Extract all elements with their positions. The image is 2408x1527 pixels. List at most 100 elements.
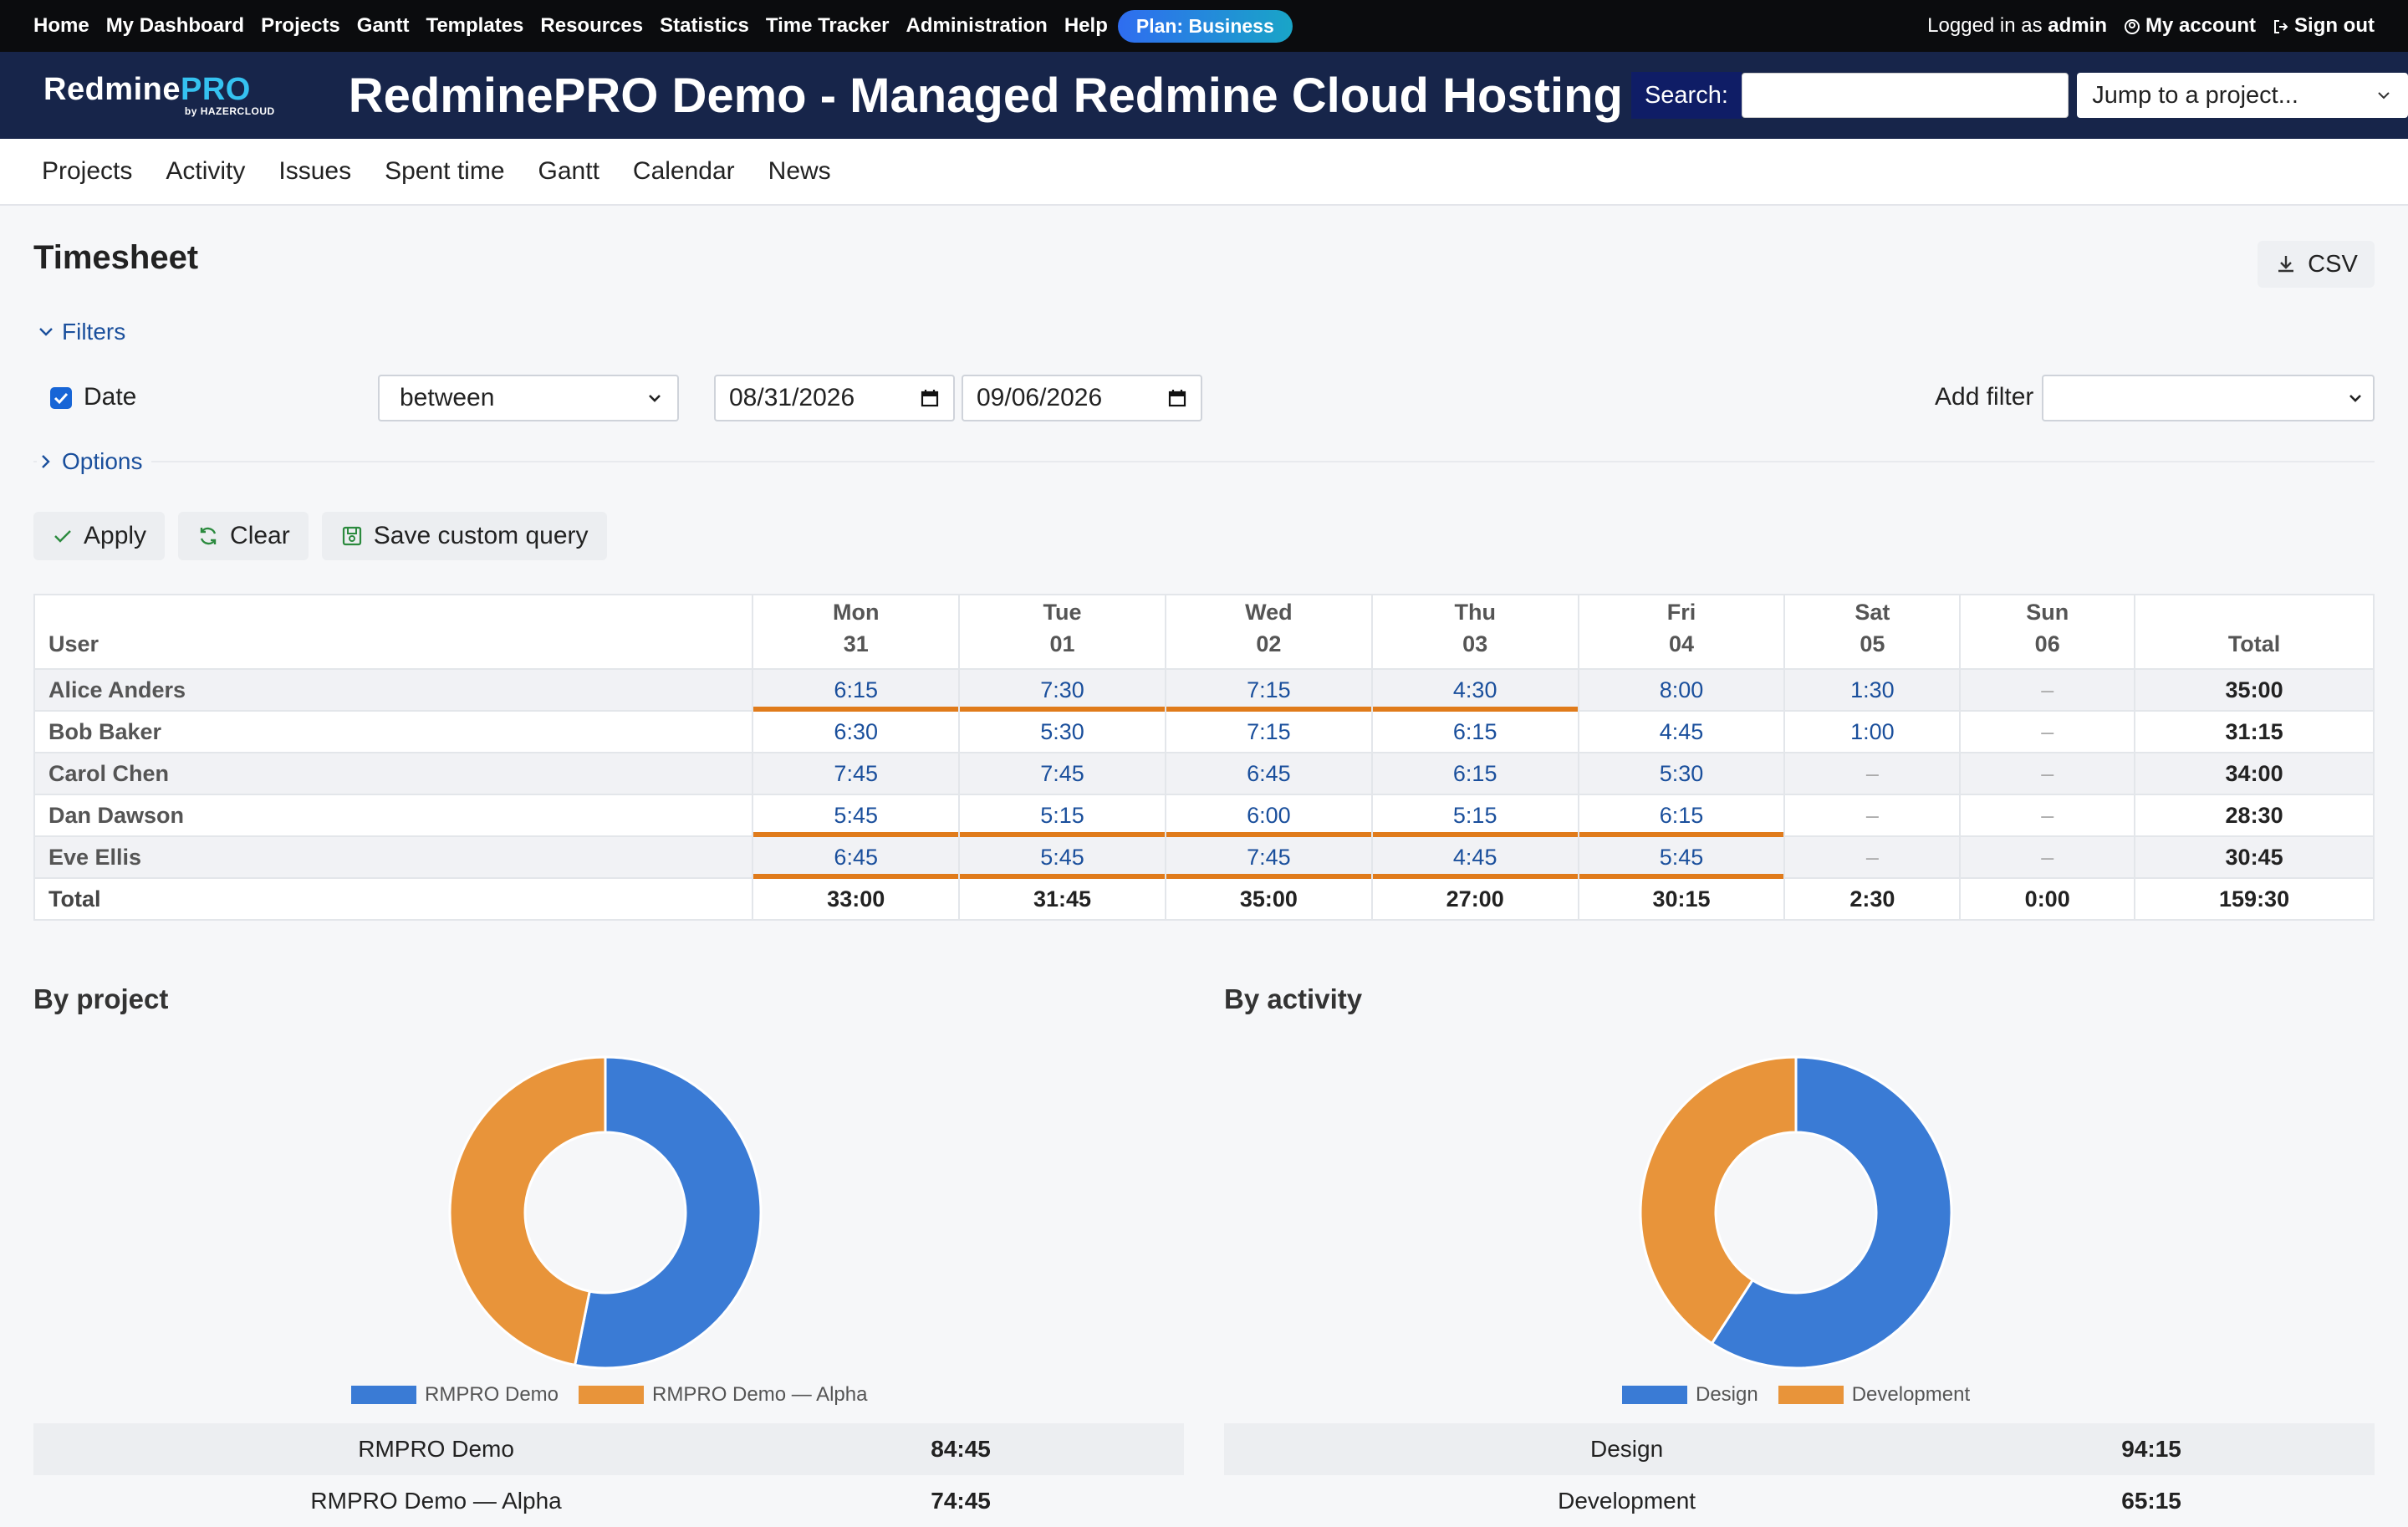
search-input[interactable] (1741, 73, 2069, 118)
top-menu-item-help[interactable]: Help (1064, 14, 1108, 37)
date-operator-value: between (400, 384, 495, 411)
summary-name: RMPRO Demo (358, 1436, 514, 1462)
filters-label: Filters (62, 319, 126, 345)
timesheet-table: User Mon 31 Tue 01 Wed 02 Thu 03 Fri 04 Sat 05 Sun 06 T… (33, 594, 2375, 921)
summary-name: Development (1558, 1488, 1696, 1514)
time-cell[interactable]: 5:15 (1370, 794, 1579, 837)
day-total-cell: 30:15 (1577, 877, 1786, 921)
tab-news[interactable]: News (768, 157, 831, 185)
time-cell[interactable]: 6:15 (1577, 794, 1786, 837)
apply-button[interactable]: Apply (33, 512, 166, 560)
top-menu-item-administration[interactable]: Administration (906, 14, 1048, 37)
day-total-cell: 27:00 (1370, 877, 1579, 921)
tab-calendar[interactable]: Calendar (632, 157, 735, 185)
time-cell[interactable]: 5:45 (958, 835, 1166, 879)
day-total-cell: 31:45 (958, 877, 1166, 921)
jump-to-project-select[interactable]: Jump to a project... (2077, 73, 2408, 118)
date-from-input[interactable]: 08/31/2026 (714, 375, 955, 421)
top-menu-item-gantt[interactable]: Gantt (356, 14, 410, 37)
time-cell[interactable]: 7:45 (958, 752, 1166, 795)
tab-spent-time[interactable]: Spent time (385, 157, 505, 185)
time-cell[interactable]: 5:45 (1577, 835, 1786, 879)
top-menu-item-resources[interactable]: Resources (540, 14, 644, 37)
summary-value: 74:45 (931, 1488, 991, 1514)
summary-name: RMPRO Demo — Alpha (310, 1488, 562, 1514)
time-cell[interactable]: 7:15 (1164, 710, 1373, 753)
overtime-indicator (753, 832, 959, 837)
filters-toggle[interactable]: Filters (37, 319, 125, 345)
totals-row: Total 33:00 31:45 35:00 27:00 30:15 2:30 0:00 15… (33, 877, 2375, 921)
time-cell[interactable]: 5:30 (958, 710, 1166, 753)
clear-button[interactable]: Clear (178, 512, 309, 560)
csv-export-button[interactable]: CSV (2258, 241, 2375, 288)
top-menu-item-templates[interactable]: Templates (426, 14, 524, 37)
user-name-cell: Dan Dawson (33, 794, 754, 837)
time-cell[interactable]: 7:15 (1164, 668, 1373, 712)
legend-item[interactable]: RMPRO Demo (351, 1383, 559, 1407)
tab-projects[interactable]: Projects (42, 157, 133, 185)
time-cell[interactable]: 7:30 (958, 668, 1166, 712)
project-slice-rmpro-demo[interactable] (573, 1055, 763, 1370)
options-toggle[interactable]: Options (37, 448, 151, 475)
plan-badge[interactable]: Plan: Business (1117, 9, 1293, 43)
time-cell[interactable]: 5:45 (752, 794, 961, 837)
time-cell[interactable]: 6:30 (752, 710, 961, 753)
day-of-week: Tue (1043, 600, 1082, 625)
time-cell[interactable]: 7:45 (752, 752, 961, 795)
top-menu-item-projects[interactable]: Projects (261, 14, 340, 37)
legend-item[interactable]: Development (1778, 1383, 1970, 1407)
date-to-input[interactable]: 09/06/2026 (962, 375, 1202, 421)
time-cell[interactable]: 6:15 (1370, 710, 1579, 753)
by-activity-donut-chart (1639, 1055, 1953, 1370)
logged-in-user[interactable]: admin (2048, 14, 2107, 37)
time-cell[interactable]: 5:30 (1577, 752, 1786, 795)
top-menu-item-time-tracker[interactable]: Time Tracker (765, 14, 890, 37)
redminepro-logo[interactable]: RedminePRO by HAZERCLOUD (43, 70, 275, 120)
tab-issues[interactable]: Issues (278, 157, 352, 185)
my-account-link[interactable]: My account (2124, 14, 2256, 38)
sign-out-link[interactable]: Sign out (2273, 14, 2375, 38)
calendar-icon[interactable] (920, 388, 940, 408)
top-menu-item-my-dashboard[interactable]: My Dashboard (105, 14, 245, 37)
tab-gantt[interactable]: Gantt (538, 157, 599, 185)
day-column-header: Wed 02 (1164, 594, 1373, 670)
time-cell[interactable]: 8:00 (1577, 668, 1786, 712)
time-cell[interactable]: 4:30 (1370, 668, 1579, 712)
time-cell[interactable]: 1:30 (1783, 668, 1962, 712)
calendar-icon[interactable] (1167, 388, 1187, 408)
time-cell[interactable]: 5:15 (958, 794, 1166, 837)
top-menu-item-home[interactable]: Home (33, 14, 89, 37)
time-cell[interactable]: 6:45 (752, 835, 961, 879)
table-row: Dan Dawson 5:45 5:15 6:00 5:15 6:15– –28:30 (33, 794, 2375, 837)
day-of-week: Wed (1245, 600, 1293, 625)
by-activity-title: By activity (1224, 983, 1363, 1014)
project-slice-rmpro-demo-alpha[interactable] (448, 1055, 607, 1367)
time-cell[interactable]: 6:15 (752, 668, 961, 712)
time-cell[interactable]: 7:45 (1164, 835, 1373, 879)
time-cell[interactable]: 6:45 (1164, 752, 1373, 795)
time-cell[interactable]: 1:00 (1783, 710, 1962, 753)
day-of-week: Sun (2026, 600, 2069, 625)
tab-activity[interactable]: Activity (166, 157, 246, 185)
time-cell[interactable]: 6:00 (1164, 794, 1373, 837)
time-cell[interactable]: 4:45 (1577, 710, 1786, 753)
date-operator-select[interactable]: between (378, 375, 679, 421)
add-filter-select[interactable] (2042, 375, 2375, 421)
date-filter-checkbox[interactable] (50, 387, 72, 409)
options-label: Options (62, 448, 143, 474)
summary-row: Design 94:15 (1224, 1423, 2375, 1475)
page-title: Timesheet (33, 239, 199, 276)
time-cell[interactable]: 6:15 (1370, 752, 1579, 795)
legend-item[interactable]: Design (1622, 1383, 1758, 1407)
time-cell: – (1783, 794, 1962, 837)
table-row: Eve Ellis 6:45 5:45 7:45 4:45 5:45– –30:45 (33, 835, 2375, 879)
activity-slice-design[interactable] (1710, 1055, 1953, 1370)
time-cell: – (1959, 668, 2136, 712)
query-buttons: Apply Clear Save custom query (33, 512, 607, 560)
save-custom-query-button[interactable]: Save custom query (321, 512, 607, 560)
activity-slice-development[interactable] (1639, 1055, 1798, 1346)
top-menu-item-statistics[interactable]: Statistics (660, 14, 749, 37)
grand-total-cell: 159:30 (2134, 877, 2375, 921)
time-cell[interactable]: 4:45 (1370, 835, 1579, 879)
legend-item[interactable]: RMPRO Demo — Alpha (579, 1383, 867, 1407)
